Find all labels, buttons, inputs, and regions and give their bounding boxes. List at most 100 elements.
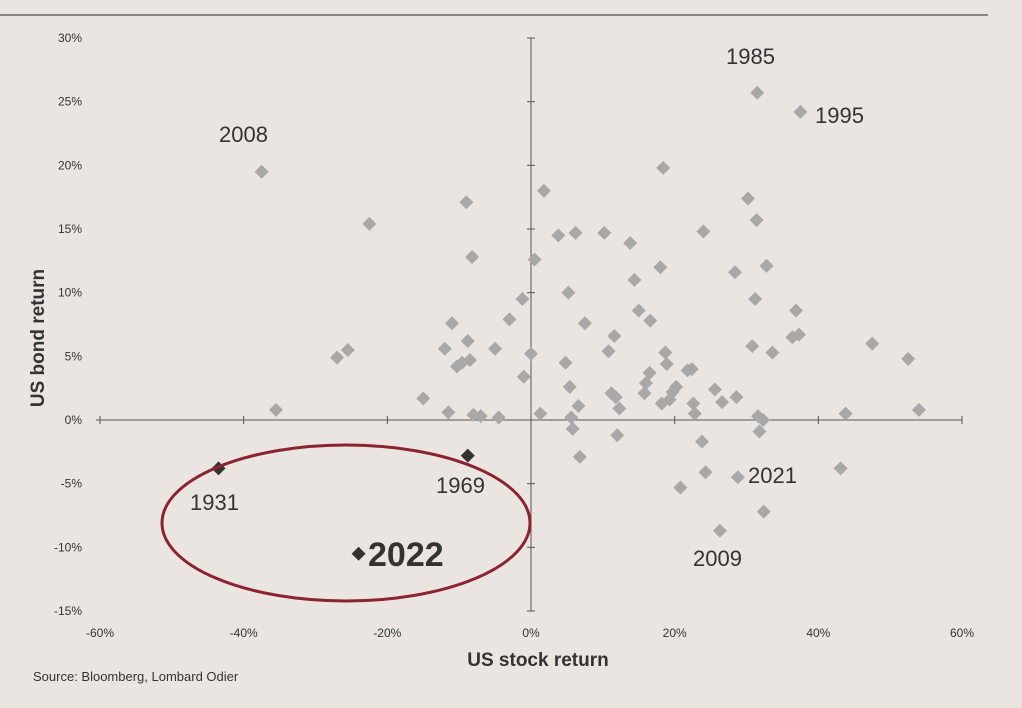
data-point: [416, 391, 431, 406]
data-point: [833, 461, 848, 476]
data-point: [656, 160, 671, 175]
label-2022: 2022: [368, 536, 444, 574]
data-point: [765, 345, 780, 360]
y-tick-label: 25%: [58, 95, 82, 109]
data-point: [551, 228, 566, 243]
highlight-ellipse: [160, 443, 532, 603]
data-point: [597, 225, 612, 240]
data-point: [571, 398, 586, 413]
data-point: [698, 465, 713, 480]
data-point: [696, 224, 711, 239]
data-point: [911, 402, 926, 417]
data-point: [627, 272, 642, 287]
label-1985: 1985: [726, 44, 775, 69]
x-tick-label: 60%: [950, 626, 974, 640]
data-point: [686, 396, 701, 411]
x-tick-label: 20%: [663, 626, 687, 640]
y-tick-label: -10%: [54, 540, 82, 554]
data-point: [524, 346, 538, 361]
y-tick-label: -15%: [54, 604, 82, 618]
data-point: [565, 421, 580, 436]
x-tick-label: -20%: [373, 626, 401, 640]
data-point: [659, 356, 674, 371]
x-tick-label: 0%: [522, 626, 540, 640]
data-point: [838, 406, 853, 421]
data-point: [558, 355, 573, 370]
data-point: [441, 405, 456, 420]
data-point: [653, 260, 668, 275]
data-point: [601, 344, 616, 359]
data-point: [488, 341, 503, 356]
data-point: [728, 265, 743, 280]
data-point: [750, 85, 765, 100]
data-point: [572, 449, 587, 464]
data-point: [748, 292, 763, 307]
data-point: [642, 365, 657, 380]
data-point: [561, 285, 576, 300]
data-point: [745, 339, 760, 354]
data-point: [577, 316, 592, 331]
y-tick-label: 0%: [65, 413, 83, 427]
data-point: [515, 292, 530, 307]
label-1931: 1931: [190, 490, 239, 515]
data-point: [643, 313, 658, 328]
label-1995: 1995: [815, 103, 864, 128]
data-point: [568, 225, 583, 240]
data-point: [637, 386, 652, 401]
data-point: [707, 382, 722, 397]
data-point: [527, 252, 542, 267]
label-2009: 2009: [693, 546, 742, 571]
data-point: [437, 341, 452, 356]
data-point: [673, 480, 688, 495]
data-point: [687, 406, 702, 421]
data-point: [694, 434, 709, 449]
source-note: Source: Bloomberg, Lombard Odier: [33, 669, 239, 684]
x-axis-title: US stock return: [467, 650, 608, 671]
data-point: [502, 312, 517, 327]
data-point: [562, 379, 577, 394]
x-tick-label: -40%: [230, 626, 258, 640]
data-point: [462, 353, 477, 368]
data-point: [623, 236, 638, 251]
data-point: [612, 401, 627, 416]
y-tick-label: -5%: [61, 477, 83, 491]
data-point: [460, 334, 475, 349]
data-point: [865, 336, 880, 351]
data-point: [533, 406, 548, 421]
data-point: [789, 303, 804, 318]
data-point: [536, 183, 551, 198]
data-point: [729, 390, 744, 405]
data-point: [268, 402, 283, 417]
data-point: [759, 258, 774, 273]
data-point: [459, 195, 474, 210]
data-point: [669, 379, 684, 394]
data-point: [730, 470, 745, 485]
data-point: [631, 303, 646, 318]
x-tick-label: 40%: [806, 626, 830, 640]
y-tick-label: 5%: [65, 349, 83, 363]
data-point: [610, 428, 625, 443]
data-point: [340, 342, 355, 357]
data-point: [444, 316, 459, 331]
data-point: [793, 104, 808, 119]
data-point: [330, 350, 345, 365]
data-point: [564, 410, 579, 425]
data-point: [608, 390, 623, 405]
y-tick-label: 15%: [58, 222, 82, 236]
label-1969: 1969: [436, 473, 485, 498]
data-point: [752, 424, 767, 439]
data-point: [607, 328, 622, 343]
data-point: [715, 395, 730, 410]
y-tick-label: 10%: [58, 286, 82, 300]
data-point: [491, 410, 506, 425]
data-point: [740, 191, 755, 206]
data-point: [756, 504, 771, 519]
y-axis-title: US bond return: [28, 269, 49, 407]
y-tick-label: 30%: [58, 31, 82, 45]
data-point: [473, 409, 488, 424]
data-point: [684, 362, 699, 377]
data-point: [756, 413, 771, 427]
data-point: [516, 369, 531, 384]
